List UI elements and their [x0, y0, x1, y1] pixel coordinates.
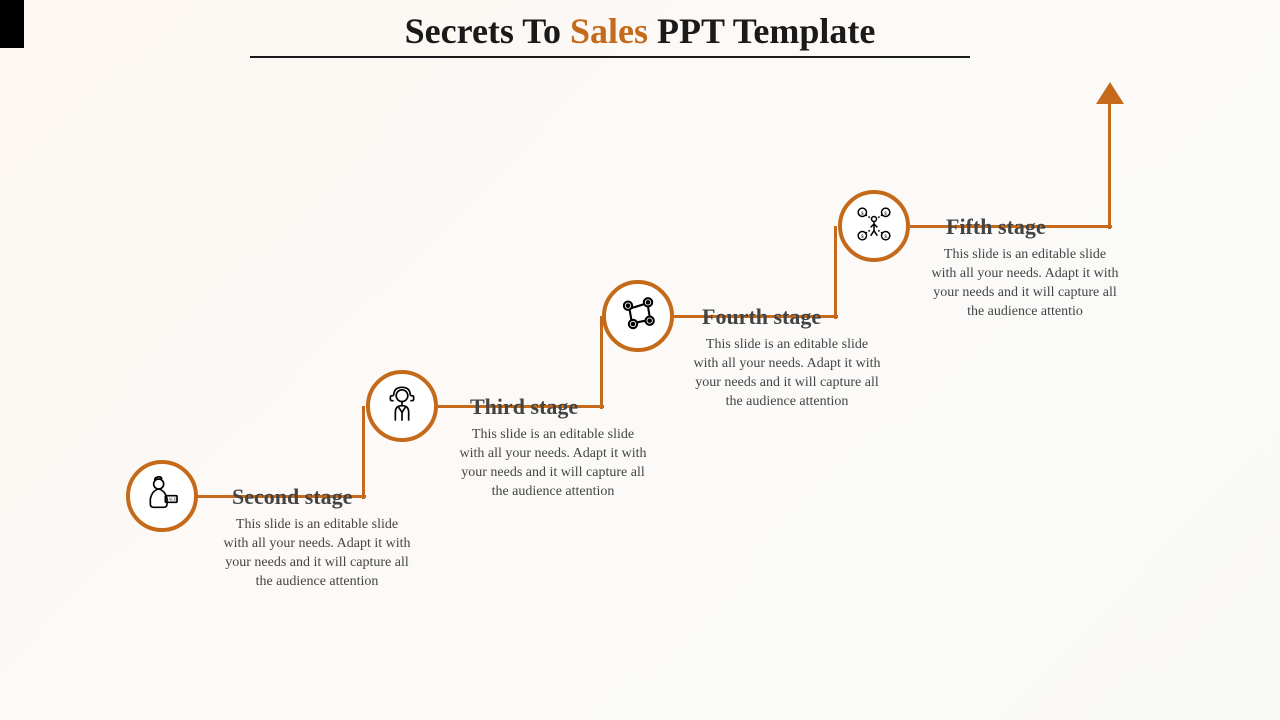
stage-body-5: This slide is an editable slide with all… — [930, 246, 1120, 322]
title-highlight: Sales — [570, 11, 648, 51]
stage-circle-3 — [366, 370, 438, 442]
page-title: Secrets To Sales PPT Template — [0, 10, 1280, 52]
network-icon — [618, 294, 658, 339]
support-icon — [382, 384, 422, 429]
stage-body-3: This slide is an editable slide with all… — [458, 426, 648, 502]
title-post: PPT Template — [648, 11, 875, 51]
stage-title-2: Second stage — [232, 484, 352, 510]
stage-circle-4 — [602, 280, 674, 352]
title-underline — [250, 56, 970, 58]
stage-title-5: Fifth stage — [946, 214, 1046, 240]
stage-title-4: Fourth stage — [702, 304, 821, 330]
connector-line — [600, 316, 603, 409]
connector-line — [362, 406, 365, 499]
connector-line — [1108, 100, 1111, 229]
connector-line — [834, 226, 837, 319]
money-person-icon: $$$$ — [854, 204, 894, 249]
stage-body-4: This slide is an editable slide with all… — [692, 336, 882, 412]
title-pre: Secrets To — [405, 11, 570, 51]
arrow-up-icon — [1096, 82, 1124, 104]
stage-body-2: This slide is an editable slide with all… — [222, 516, 412, 592]
stage-circle-5: $$$$ — [838, 190, 910, 262]
svg-text:SALE: SALE — [166, 496, 177, 501]
stage-circle-2: SALE — [126, 460, 198, 532]
stage-title-3: Third stage — [470, 394, 578, 420]
salesperson-icon: SALE — [142, 474, 182, 519]
